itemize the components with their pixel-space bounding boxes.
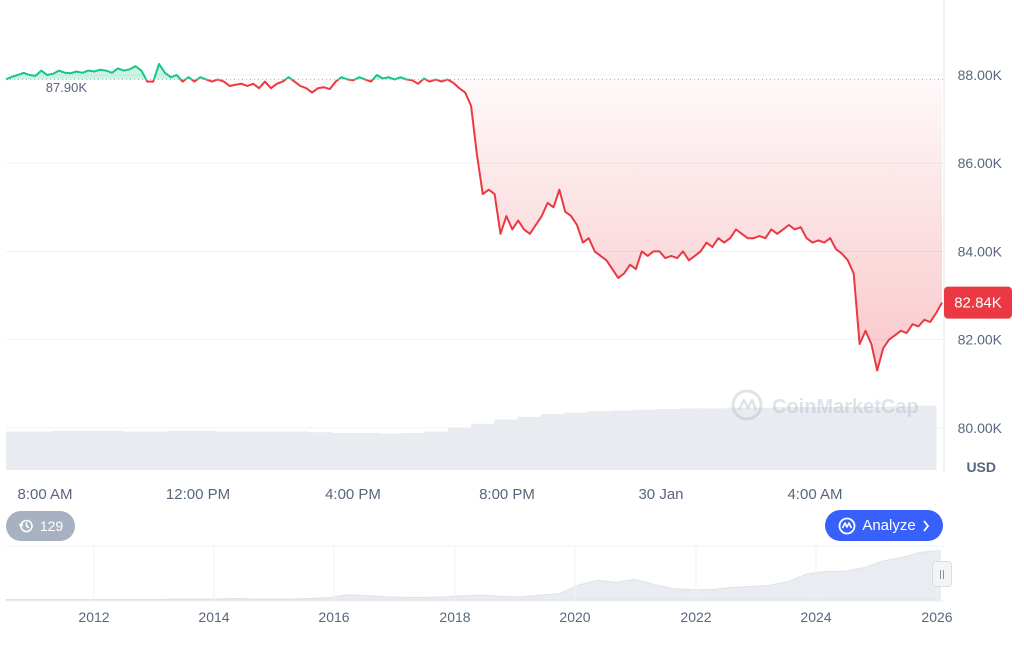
navigator-year-label: 2012 [78, 609, 109, 625]
volume-bar [29, 431, 53, 470]
volume-bar [378, 433, 402, 470]
price-line-down [6, 79, 943, 372]
volume-bar [354, 432, 379, 470]
volume-bar [168, 430, 193, 470]
watermark-text: CoinMarketCap [772, 396, 919, 418]
y-tick-label: 82.00K [958, 332, 1003, 348]
x-tick-label: 12:00 PM [166, 486, 230, 503]
x-tick-label: 8:00 AM [17, 486, 72, 503]
price-area [6, 64, 942, 371]
currency-label: USD [966, 459, 996, 475]
volume-bar [889, 406, 914, 470]
navigator-year-label: 2024 [800, 609, 831, 625]
volume-bar [657, 409, 681, 470]
volume-bar [540, 414, 565, 470]
volume-bar [633, 409, 658, 470]
volume-bar [610, 410, 635, 470]
navigator-year-axis: 2012 2014 2016 2018 2020 2022 2024 2026 [78, 546, 953, 625]
volume-bar [99, 430, 123, 470]
volume-bar [52, 430, 77, 470]
volume-bar [564, 412, 588, 470]
history-icon [18, 519, 33, 533]
history-navigator[interactable] [5, 545, 944, 602]
volume-bar [703, 408, 728, 470]
volume-bar [331, 432, 356, 470]
volume-bar [912, 405, 937, 470]
y-tick-label: 84.00K [958, 243, 1003, 259]
volume-bar [447, 428, 472, 470]
x-tick-label: 4:00 AM [787, 486, 842, 503]
volume-bar [517, 416, 542, 470]
volume-bar [215, 431, 239, 470]
current-price-badge [944, 286, 1012, 319]
volume-bar [843, 407, 867, 470]
volume-bar [308, 432, 332, 470]
price-line-up [5, 63, 450, 80]
navigator-year-label: 2026 [921, 609, 952, 625]
chevron-right-icon [922, 519, 929, 532]
history-button[interactable]: 129 [6, 511, 75, 541]
loss-area [146, 79, 942, 371]
navigator-year-label: 2018 [439, 609, 470, 625]
analyze-label: Analyze [862, 517, 916, 534]
navigator-year-label: 2020 [559, 609, 590, 625]
volume-bar [796, 407, 821, 470]
coinmarketcap-logo-icon [731, 389, 763, 421]
volume-bar [75, 430, 100, 470]
volume-bar [471, 423, 495, 470]
volume-bar [122, 431, 146, 470]
volume-bar [726, 407, 751, 470]
volume-bar [587, 411, 611, 470]
volume-bar [866, 407, 890, 470]
volume-bar [750, 407, 774, 470]
coinmarketcap-icon [838, 517, 856, 534]
volume-bar [285, 431, 309, 470]
price-line [5, 63, 943, 372]
volume-bar [819, 407, 844, 470]
coinmarketcap-watermark: CoinMarketCap [731, 389, 919, 421]
volume-bar [238, 431, 263, 470]
volume-bar [401, 432, 425, 470]
y-tick-label: 86.00K [958, 155, 1003, 171]
navigator-history-area [5, 550, 941, 601]
history-count: 129 [39, 518, 64, 534]
x-tick-label: 4:00 PM [325, 486, 381, 503]
navigator-year-label: 2016 [318, 609, 349, 625]
x-tick-label: 30 Jan [638, 486, 683, 503]
navigator-year-label: 2014 [198, 609, 229, 625]
volume-bar [494, 419, 518, 470]
navigator-year-label: 2022 [680, 609, 711, 625]
y-tick-label: 88.00K [958, 67, 1003, 83]
navigator-drag-handle[interactable] [932, 561, 952, 587]
y-axis: 88.00K 86.00K 84.00K 82.00K 80.00K [958, 67, 1003, 436]
volume-bar [680, 408, 704, 470]
volume-bar [145, 431, 170, 470]
volume-bar [424, 431, 449, 470]
volume-bars [6, 405, 937, 470]
y-tick-label: 80.00K [958, 420, 1003, 436]
current-price-label: 82.84K [954, 295, 1002, 312]
volume-bar [773, 407, 797, 470]
gain-area [6, 64, 942, 80]
volume-bar [192, 430, 216, 470]
x-axis: 8:00 AM 12:00 PM 4:00 PM 8:00 PM 30 Jan 4:00 … [17, 486, 842, 503]
volume-bar [6, 431, 30, 470]
analyze-button[interactable]: Analyze [825, 510, 943, 541]
x-tick-label: 8:00 PM [479, 486, 535, 503]
open-price-label: 87.90K [46, 80, 88, 95]
volume-bar [261, 431, 286, 470]
